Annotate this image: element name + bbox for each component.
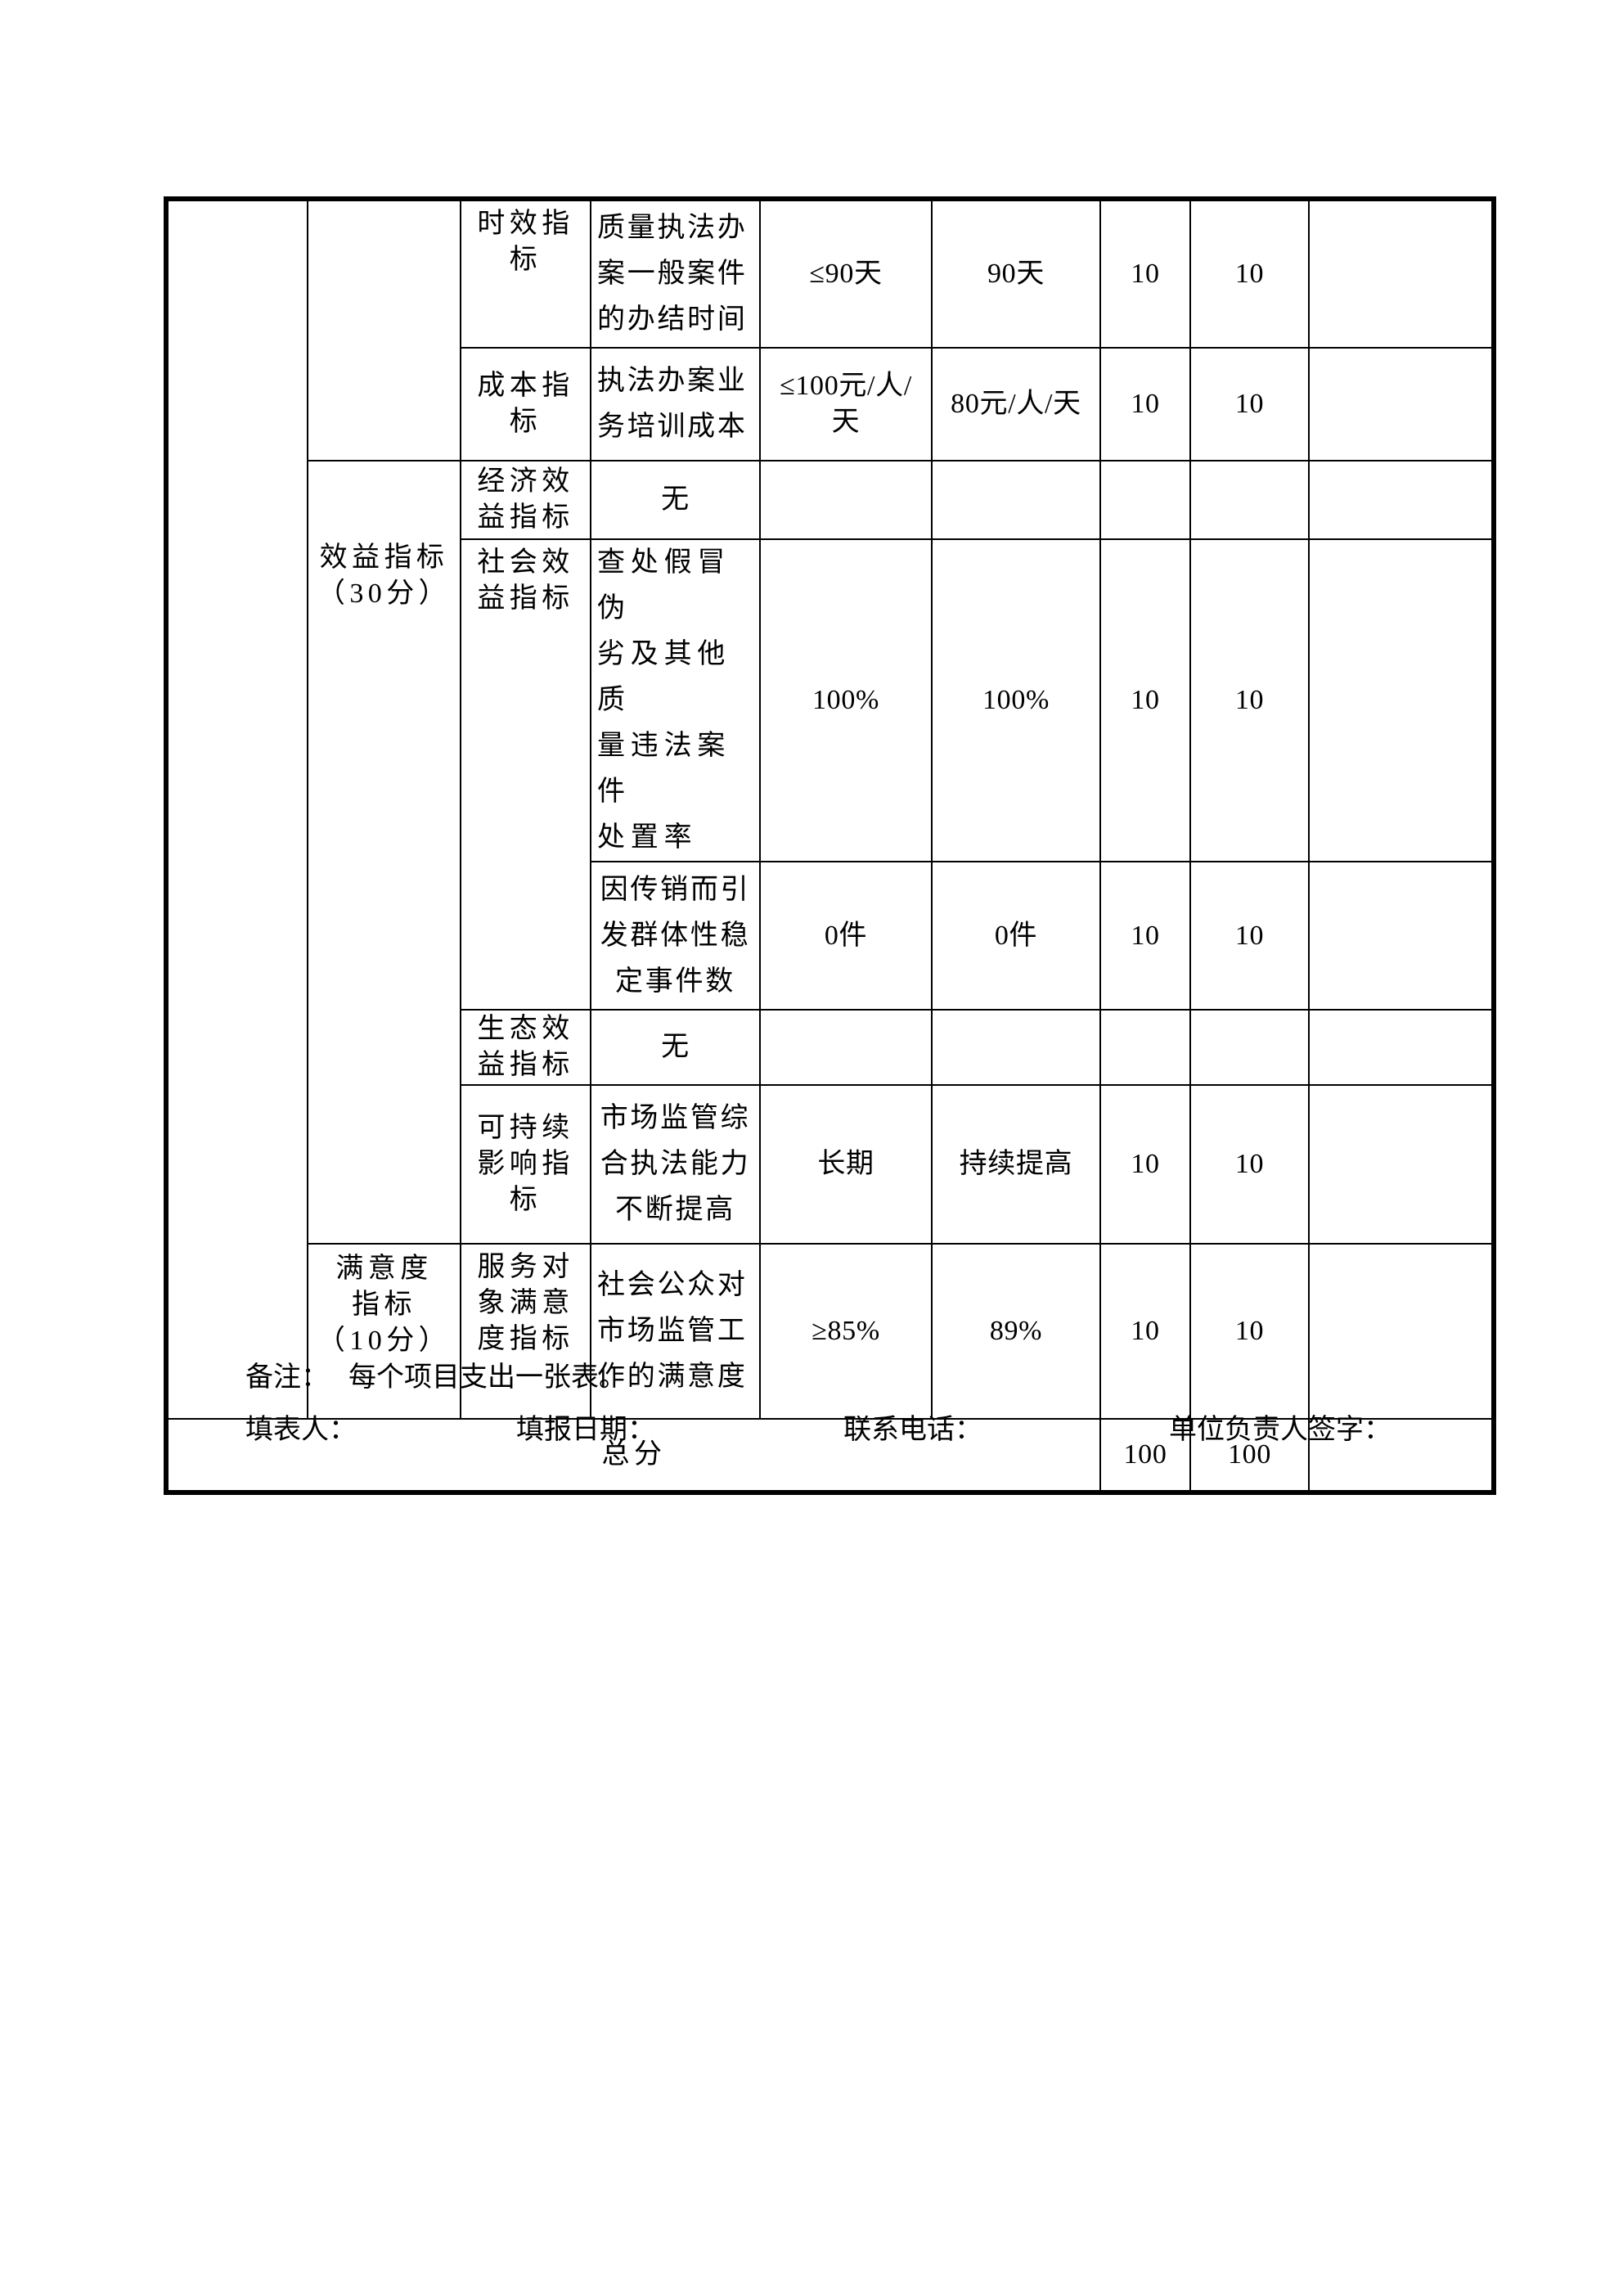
cell-total-score: 100	[1189, 1418, 1310, 1493]
cell-social-disposal-points: 10	[1099, 538, 1191, 862]
cell-economic-indicator: 无	[590, 460, 761, 540]
table-row: 可持续 影响指 标 市场监管综 合执法能力 不断提高 长期 持续提高 10 10	[166, 1084, 1495, 1245]
cell-cost-label: 成本指 标	[460, 347, 591, 461]
cell-economic-actual	[931, 460, 1101, 540]
cell-cost-indicator: 执法办案业 务培训成本	[590, 347, 761, 461]
table-row: 效益指标 （30分） 经济效 益指标 无	[166, 460, 1495, 1245]
cell-economic-label: 经济效 益指标	[460, 460, 591, 540]
cell-satisfaction-score: 10	[1189, 1243, 1310, 1420]
cell-social-pyramid-indicator: 因传销而引 发群体性稳 定事件数	[590, 861, 761, 1011]
note-label: 备注：	[245, 1362, 329, 1393]
cell-cost-points: 10	[1099, 347, 1191, 461]
cell-cost-target: ≤100元/人/ 天	[759, 347, 933, 461]
cell-timeliness-score: 10	[1189, 198, 1310, 349]
cell-sustainable-actual: 持续提高	[931, 1084, 1101, 1245]
cell-timeliness-remark	[1308, 198, 1495, 349]
cell-satisfaction-remark	[1308, 1243, 1495, 1420]
cell-social-disposal-remark	[1308, 538, 1495, 862]
cell-cost-actual: 80元/人/天	[931, 347, 1101, 461]
cell-social-disposal-score: 10	[1189, 538, 1310, 862]
cell-timeliness-points: 10	[1099, 198, 1191, 349]
cell-sustainable-indicator: 市场监管综 合执法能力 不断提高	[590, 1084, 761, 1245]
cell-satisfaction-group: 满意度 指标 （10分）	[307, 1243, 461, 1420]
cell-social-pyramid-remark	[1308, 861, 1495, 1011]
note-text: 每个项目支出一张表。	[348, 1362, 627, 1393]
cell-social-pyramid-points: 10	[1099, 861, 1191, 1011]
cell-social-pyramid-score: 10	[1189, 861, 1310, 1011]
category-cell-empty	[307, 198, 461, 461]
cell-satisfaction-points: 10	[1099, 1243, 1191, 1420]
cell-economic-target	[759, 460, 933, 540]
cell-sustainable-label: 可持续 影响指 标	[460, 1084, 591, 1245]
cell-satisfaction-label: 服务对 象满意 度指标	[460, 1243, 591, 1420]
performance-indicator-table: 时效指 标 质量执法办 案一般案件 的办结时间 ≤90天 90天 10 10 成…	[164, 196, 1496, 1495]
table-row: 成本指 标 执法办案业 务培训成本 ≤100元/人/ 天 80元/人/天 10 …	[166, 347, 1495, 461]
cell-total-remark	[1308, 1418, 1495, 1493]
cell-benefit-group: 效益指标 （30分）	[307, 460, 461, 1245]
table-row: 因传销而引 发群体性稳 定事件数 0件 0件 10 10	[166, 861, 1495, 1011]
fill-date-label: 填报日期：	[516, 1415, 655, 1445]
cell-satisfaction-target: ≥85%	[759, 1243, 933, 1420]
cell-social-disposal-target: 100%	[759, 538, 933, 862]
cell-cost-remark	[1308, 347, 1495, 461]
table-row: 生态效 益指标 无	[166, 1009, 1495, 1086]
cell-cost-score: 10	[1189, 347, 1310, 461]
cell-ecological-label: 生态效 益指标	[460, 1009, 591, 1086]
table-row: 社会效 益指标 查处假冒伪 劣及其他质 量违法案件 处置率 100% 100% …	[166, 538, 1495, 1011]
cell-timeliness-indicator: 质量执法办 案一般案件 的办结时间	[590, 198, 761, 349]
cell-total-points: 100	[1099, 1418, 1191, 1493]
cell-sustainable-points: 10	[1099, 1084, 1191, 1245]
form-filler-label: 填表人：	[245, 1415, 357, 1445]
cell-total-label: 总分	[165, 1418, 1101, 1493]
cell-ecological-score	[1189, 1009, 1310, 1086]
cell-satisfaction-indicator: 社会公众对 市场监管工 作的满意度	[590, 1243, 761, 1420]
cell-ecological-target	[759, 1009, 933, 1086]
cell-economic-score	[1189, 460, 1310, 540]
cell-ecological-remark	[1308, 1009, 1495, 1086]
cell-sustainable-score: 10	[1189, 1084, 1310, 1245]
cell-satisfaction-actual: 89%	[931, 1243, 1101, 1420]
cell-social-disposal-indicator: 查处假冒伪 劣及其他质 量违法案件 处置率	[590, 538, 761, 862]
cell-ecological-points	[1099, 1009, 1191, 1086]
cell-timeliness-actual: 90天	[931, 198, 1101, 349]
cell-social-disposal-actual: 100%	[931, 538, 1101, 862]
cell-economic-remark	[1308, 460, 1495, 540]
cell-timeliness-target: ≤90天	[759, 198, 933, 349]
responsible-signature-label: 单位负责人签字：	[1169, 1415, 1391, 1445]
table-row: 总分 100 100	[165, 1418, 1495, 1493]
table-row: 时效指 标 质量执法办 案一般案件 的办结时间 ≤90天 90天 10 10	[165, 198, 1495, 1420]
cell-social-pyramid-target: 0件	[759, 861, 933, 1011]
cell-social-label: 社会效 益指标	[460, 538, 591, 1011]
cell-sustainable-target: 长期	[759, 1084, 933, 1245]
table-row: 满意度 指标 （10分） 服务对 象满意 度指标 社会公众对 市场监管工 作的满…	[166, 1243, 1495, 1420]
left-spacer-cell	[165, 198, 308, 1420]
cell-timeliness-label: 时效指 标	[460, 198, 591, 349]
cell-social-pyramid-actual: 0件	[931, 861, 1101, 1011]
cell-sustainable-remark	[1308, 1084, 1495, 1245]
cell-economic-points	[1099, 460, 1191, 540]
cell-ecological-actual	[931, 1009, 1101, 1086]
cell-ecological-indicator: 无	[590, 1009, 761, 1086]
contact-phone-label: 联系电话：	[843, 1415, 982, 1445]
